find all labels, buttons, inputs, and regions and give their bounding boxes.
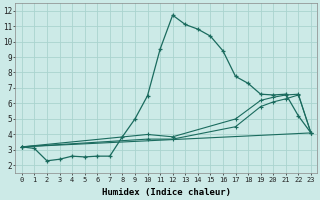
X-axis label: Humidex (Indice chaleur): Humidex (Indice chaleur) [102,188,231,197]
